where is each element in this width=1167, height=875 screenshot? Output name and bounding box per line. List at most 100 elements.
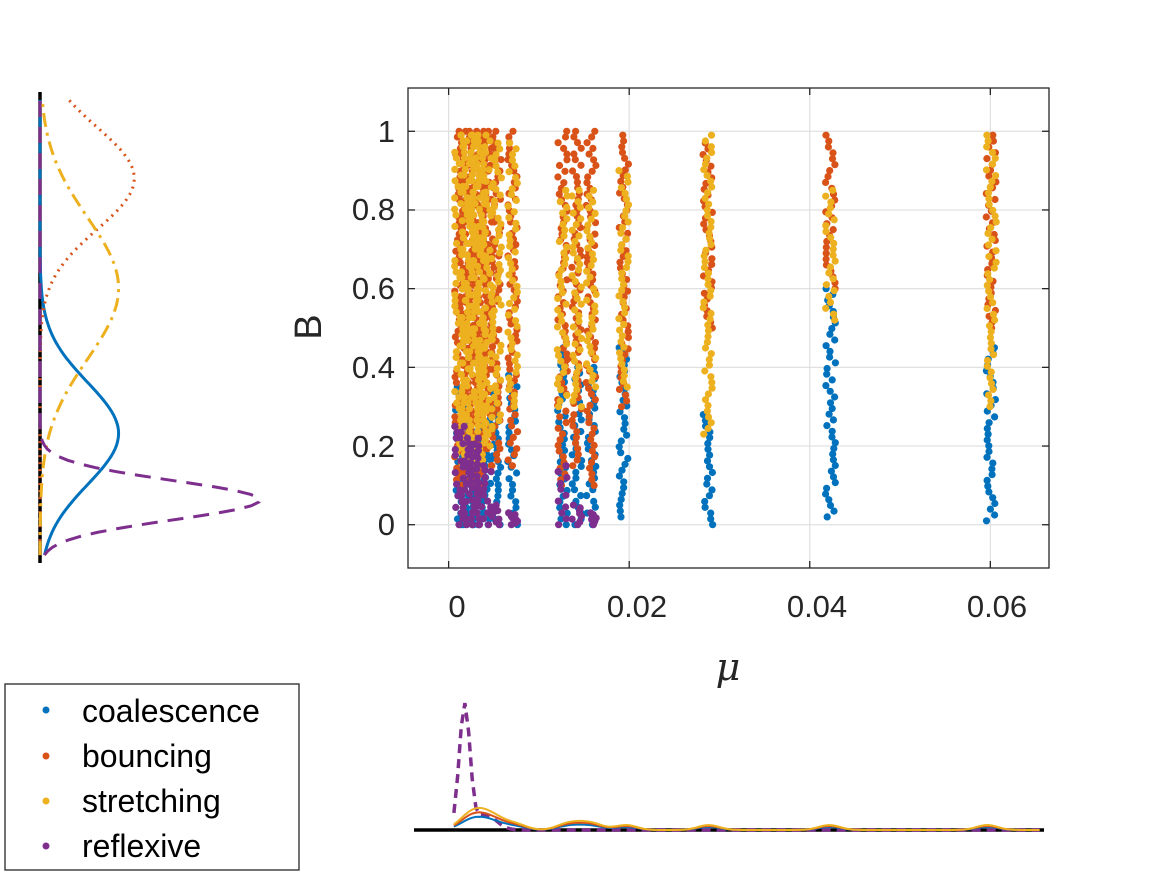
scatter-point-stretching [483,338,491,346]
scatter-point-stretching [488,255,496,263]
scatter-point-stretching [554,306,562,314]
scatter-point-bouncing [451,413,459,421]
scatter-point-bouncing [487,144,495,152]
scatter-point-reflexive [554,497,562,505]
scatter-point-stretching [822,222,830,230]
scatter-point-stretching [478,154,486,162]
scatter-point-coalescence [706,451,714,459]
scatter-point-stretching [469,234,477,242]
scatter-point-bouncing [588,470,596,478]
scatter-point-stretching [479,165,487,173]
scatter-point-bouncing [570,133,578,141]
scatter-point-bouncing [824,172,832,181]
scatter-point-stretching [705,361,714,369]
scatter-point-stretching [497,174,505,182]
scatter-point-bouncing [505,133,513,141]
scatter-point-coalescence [616,501,624,509]
scatter-point-stretching [587,261,595,270]
scatter-point-stretching [451,205,459,213]
legend-marker-reflexive [42,842,50,850]
scatter-point-bouncing [555,190,563,198]
scatter-point-stretching [463,376,471,384]
scatter-point-stretching [558,317,566,325]
scatter-point-bouncing [592,161,600,170]
scatter-point-stretching [827,233,835,242]
scatter-point-coalescence [620,414,629,422]
scatter-point-reflexive [463,521,471,529]
scatter-point-stretching [988,160,997,168]
scatter-point-stretching [618,332,626,340]
scatter-point-stretching [589,256,598,264]
scatter-point-stretching [569,397,577,405]
scatter-point-bouncing [508,422,516,430]
scatter-point-stretching [989,351,998,359]
scatter-point-coalescence [572,468,580,476]
scatter-point-stretching [989,299,997,307]
mu-density-marginal [414,702,1044,832]
scatter-point-stretching [556,397,564,405]
main-axes: 0 0.02 0.04 0.06 0 0.2 0.4 0.6 0.8 1 B μ [288,87,1050,689]
scatter-point-bouncing [495,286,503,294]
scatter-point-stretching [707,373,715,381]
scatter-point-stretching [583,279,591,287]
scatter-point-stretching [492,370,500,378]
scatter-point-coalescence [983,424,991,433]
scatter-points [451,127,1000,529]
scatter-point-bouncing [492,127,500,135]
scatter-point-bouncing [451,333,459,341]
scatter-point-stretching [465,353,473,361]
scatter-point-stretching [482,177,490,185]
scatter-point-coalescence [494,486,502,494]
scatter-point-stretching [505,299,514,308]
scatter-point-bouncing [504,354,512,362]
y-tick-label: 0.4 [352,350,395,385]
scatter-point-coalescence [831,461,839,470]
scatter-point-bouncing [572,173,581,181]
scatter-point-stretching [510,397,518,405]
scatter-point-stretching [504,254,512,262]
scatter-point-stretching [513,179,521,187]
y-tick-label: 0 [378,507,395,542]
scatter-point-stretching [575,312,583,320]
scatter-point-bouncing [568,416,576,424]
scatter-point-stretching [496,191,504,199]
scatter-point-stretching [480,321,488,329]
scatter-point-stretching [571,306,579,314]
scatter-point-stretching [494,139,502,147]
scatter-point-stretching [457,131,465,139]
scatter-point-stretching [470,342,478,350]
scatter-point-reflexive [451,469,459,477]
scatter-point-coalescence [583,492,591,500]
scatter-point-stretching [486,442,494,450]
scatter-point-bouncing [829,226,837,234]
scatter-point-stretching [508,340,516,348]
scatter-point-stretching [470,211,478,219]
scatter-point-bouncing [591,127,599,135]
scatter-point-coalescence [562,521,570,529]
scatter-point-stretching [473,262,482,270]
scatter-point-stretching [830,287,838,295]
scatter-point-stretching [512,196,520,204]
scatter-point-stretching [495,232,503,240]
scatter-point-stretching [592,290,600,298]
scatter-point-stretching [588,377,596,385]
scatter-point-coalescence [825,496,833,504]
scatter-point-stretching [495,417,503,425]
scatter-point-reflexive [562,503,570,511]
scatter-point-stretching [463,382,471,390]
scatter-point-stretching [458,251,466,259]
scatter-point-stretching [508,265,516,273]
y-axis-label: B [288,314,330,339]
scatter-point-coalescence [830,507,838,515]
scatter-point-stretching [703,212,712,220]
scatter-point-bouncing [570,150,578,158]
scatter-point-stretching [481,229,489,237]
scatter-point-coalescence [831,479,839,487]
scatter-point-coalescence [985,447,993,456]
scatter-point-stretching [451,194,459,202]
scatter-point-stretching [704,269,713,277]
scatter-point-stretching [586,273,594,281]
scatter-point-stretching [480,367,488,375]
scatter-point-stretching [986,333,995,341]
scatter-point-stretching [705,200,713,208]
